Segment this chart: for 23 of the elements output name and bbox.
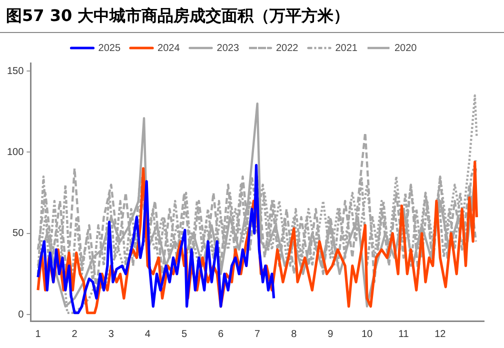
x-tick-label: 4 <box>144 328 151 340</box>
x-tick-label: 5 <box>181 328 188 340</box>
x-tick-label: 6 <box>218 328 224 340</box>
y-tick-label: 0 <box>18 309 24 320</box>
x-tick-label: 2 <box>72 328 78 340</box>
chart-title: 图57 30 大中城市商品房成交面积（万平方米） <box>0 0 504 33</box>
legend-label: 2024 <box>158 42 180 54</box>
x-tick-label: 1 <box>35 328 42 340</box>
legend-label: 2023 <box>216 42 240 54</box>
x-tick-label: 12 <box>434 328 446 340</box>
x-tick-label: 9 <box>328 328 334 340</box>
legend-label: 2025 <box>98 42 121 54</box>
x-tick-label: 11 <box>398 328 410 340</box>
legend-label: 2020 <box>394 42 418 54</box>
x-tick-label: 10 <box>361 328 374 340</box>
y-tick-label: 100 <box>6 146 24 158</box>
x-tick-label: 7 <box>254 328 261 340</box>
legend-label: 2021 <box>335 42 358 54</box>
y-tick-label: 150 <box>6 66 24 77</box>
y-tick-label: 50 <box>12 228 24 240</box>
legend-label: 2022 <box>276 42 299 54</box>
x-tick-label: 3 <box>108 328 114 340</box>
x-tick-label: 8 <box>291 328 298 340</box>
